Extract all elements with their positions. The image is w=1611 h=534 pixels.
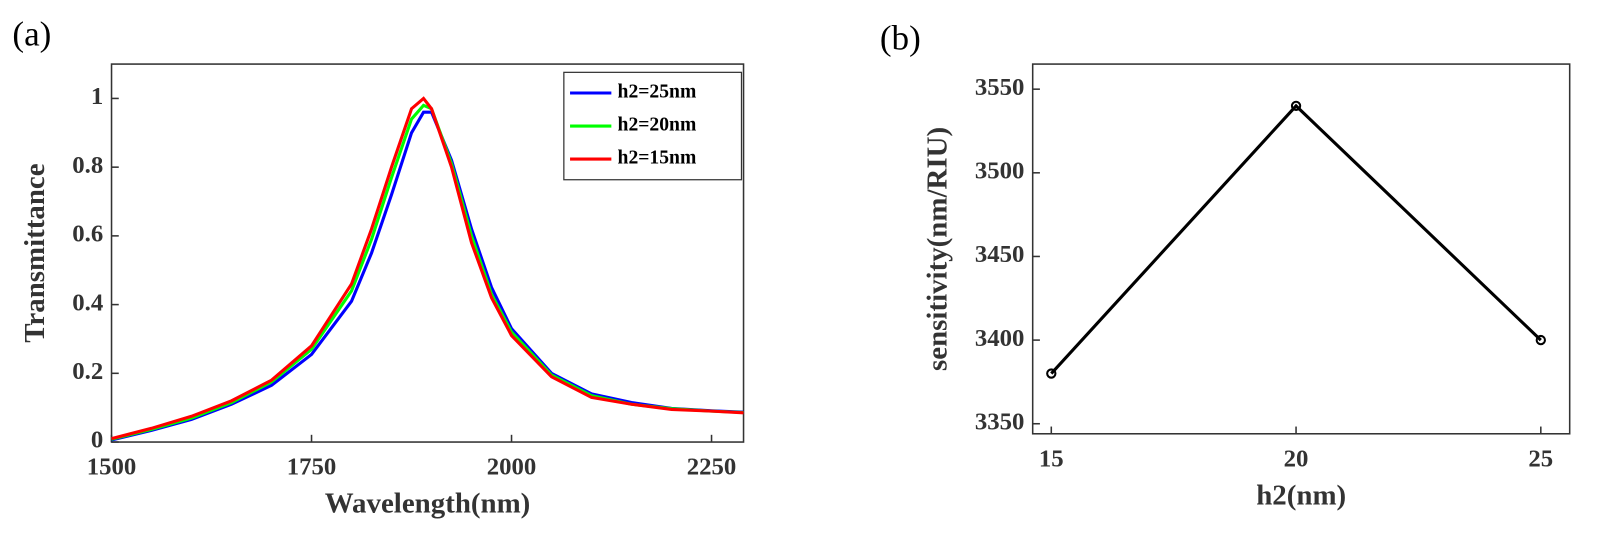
x-tick-label: 1500	[87, 454, 137, 481]
x-tick-label: 25	[1528, 445, 1553, 472]
data-line	[111, 110, 744, 442]
y-tick-label: 0.2	[72, 358, 103, 385]
legend-label: h2=20nm	[618, 115, 697, 136]
x-tick-label: 15	[1039, 445, 1064, 472]
data-point	[1290, 100, 1302, 112]
legend-label: h2=15nm	[618, 148, 697, 169]
plot-area	[1031, 63, 1571, 435]
data-point	[1046, 368, 1057, 379]
legend-label: h2=25nm	[618, 81, 697, 102]
data-line	[1050, 103, 1542, 375]
x-tick-label: 20	[1284, 445, 1309, 472]
y-tick-label: 3550	[975, 74, 1025, 101]
y-tick-label: 0.4	[72, 289, 103, 316]
y-tick-label: 3350	[975, 408, 1025, 435]
y-tick-label: 0.8	[72, 152, 103, 179]
x-tick-label: 1750	[287, 454, 337, 481]
y-tick-label: 3450	[975, 241, 1025, 268]
x-axis-label: h2(nm)	[1256, 479, 1346, 511]
y-tick-label: 3500	[975, 157, 1025, 184]
panel-label: (a)	[12, 14, 51, 53]
y-tick-label: 1	[91, 83, 103, 110]
x-tick-label: 2250	[687, 454, 737, 481]
x-tick-label: 2000	[487, 454, 537, 481]
y-tick-label: 0.6	[72, 221, 103, 248]
x-axis-label: Wavelength(nm)	[325, 488, 531, 520]
data-line	[111, 96, 744, 441]
y-axis-label: sensitivity(nm/RIU)	[921, 127, 953, 371]
y-axis-label: Transmittance	[19, 163, 51, 342]
y-tick-label: 0	[91, 427, 103, 454]
data-point	[1535, 334, 1546, 346]
y-tick-label: 3400	[975, 325, 1025, 352]
panel-label: (b)	[880, 18, 921, 57]
